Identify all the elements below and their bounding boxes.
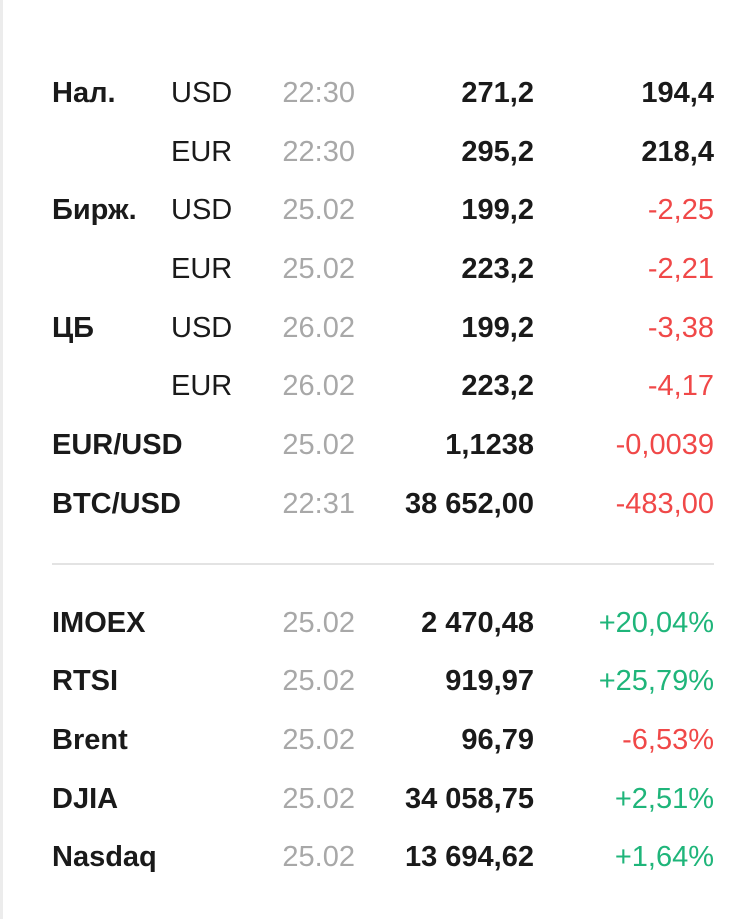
quote-change: -2,25 <box>647 194 714 227</box>
quote-row[interactable]: EUR/USD 25.02 1,1238 -0,0039 <box>52 416 714 475</box>
quote-time: 25.02 <box>282 253 355 286</box>
quote-change: +1,64% <box>614 841 714 874</box>
quote-time: 25.02 <box>282 194 355 227</box>
quote-value: 271,2 <box>461 77 534 109</box>
quote-currency: EUR <box>171 135 233 168</box>
quote-row[interactable]: Бирж. USD 25.02 199,2 -2,25 <box>52 181 714 240</box>
quote-name: Нал. <box>52 77 116 109</box>
quote-value: 2 470,48 <box>421 606 534 639</box>
quote-change: -3,38 <box>647 311 714 344</box>
quote-change: +25,79% <box>598 665 714 698</box>
quote-row[interactable]: BTC/USD 22:31 38 652,00 -483,00 <box>52 475 714 534</box>
quote-change: 194,4 <box>641 77 714 109</box>
quote-name: DJIA <box>52 782 119 815</box>
quote-value: 13 694,62 <box>404 841 534 874</box>
quote-value: 1,1238 <box>445 429 534 462</box>
quote-time: 22:30 <box>282 135 355 168</box>
quote-value: 199,2 <box>461 311 534 344</box>
quote-value: 38 652,00 <box>404 487 534 520</box>
quote-currency: USD <box>171 194 233 227</box>
quote-row[interactable]: EUR 26.02 223,2 -4,17 <box>52 357 714 416</box>
quote-time: 25.02 <box>282 606 355 639</box>
quote-row[interactable]: RTSI 25.02 919,97 +25,79% <box>52 652 714 711</box>
quote-change: +2,51% <box>614 782 714 815</box>
quote-name: IMOEX <box>52 606 146 639</box>
quote-name: RTSI <box>52 665 119 698</box>
quote-currency: EUR <box>171 253 233 286</box>
quote-row[interactable]: EUR 25.02 223,2 -2,21 <box>52 240 714 299</box>
quote-time: 25.02 <box>282 723 355 756</box>
quote-name: Brent <box>52 723 128 756</box>
quote-change: -2,21 <box>647 253 714 286</box>
quote-row[interactable]: Nasdaq 25.02 13 694,62 +1,64% <box>52 828 714 887</box>
quote-time: 25.02 <box>282 665 355 698</box>
quote-time: 25.02 <box>282 841 355 874</box>
quote-time: 25.02 <box>282 782 355 815</box>
quote-value: 919,97 <box>445 665 534 698</box>
quote-currency: USD <box>171 77 233 109</box>
quote-name: BTC/USD <box>52 487 181 520</box>
section-divider <box>52 562 714 565</box>
currency-rates-section: Нал. USD 22:30 271,2 194,4 EUR 22:30 295,2 218,4… <box>52 64 714 534</box>
market-quotes-panel: Нал. USD 22:30 271,2 194,4 EUR 22:30 295,2 218,4… <box>52 64 714 887</box>
quote-value: 223,2 <box>461 370 534 403</box>
quote-time: 22:31 <box>282 487 355 520</box>
quote-name: Бирж. <box>52 194 137 227</box>
quote-change: 218,4 <box>641 135 714 168</box>
quote-row[interactable]: Brent 25.02 96,79 -6,53% <box>52 711 714 770</box>
quote-name: Nasdaq <box>52 841 157 874</box>
quote-change: -483,00 <box>615 487 714 520</box>
quote-row[interactable]: DJIA 25.02 34 058,75 +2,51% <box>52 770 714 829</box>
quote-time: 26.02 <box>282 370 355 403</box>
quote-value: 34 058,75 <box>404 782 534 815</box>
market-indices-section: IMOEX 25.02 2 470,48 +20,04% RTSI 25.02 919,97… <box>52 594 714 887</box>
quote-time: 22:30 <box>282 77 355 109</box>
panel-left-border <box>0 0 3 919</box>
quote-name: EUR/USD <box>52 429 183 462</box>
quote-change: +20,04% <box>598 606 714 639</box>
quote-value: 96,79 <box>461 723 534 756</box>
quote-time: 25.02 <box>282 429 355 462</box>
quote-currency: EUR <box>171 370 233 403</box>
quote-name: ЦБ <box>52 311 95 344</box>
quote-change: -6,53% <box>622 723 714 756</box>
quote-change: -0,0039 <box>615 429 714 462</box>
quote-row[interactable]: Нал. USD 22:30 271,2 194,4 <box>52 64 714 123</box>
quote-row[interactable]: EUR 22:30 295,2 218,4 <box>52 123 714 182</box>
quote-row[interactable]: ЦБ USD 26.02 199,2 -3,38 <box>52 299 714 358</box>
quote-value: 199,2 <box>461 194 534 227</box>
quote-currency: USD <box>171 311 233 344</box>
quote-value: 295,2 <box>461 135 534 168</box>
quote-value: 223,2 <box>461 253 534 286</box>
quote-time: 26.02 <box>282 311 355 344</box>
quote-change: -4,17 <box>647 370 714 403</box>
quote-row[interactable]: IMOEX 25.02 2 470,48 +20,04% <box>52 594 714 653</box>
